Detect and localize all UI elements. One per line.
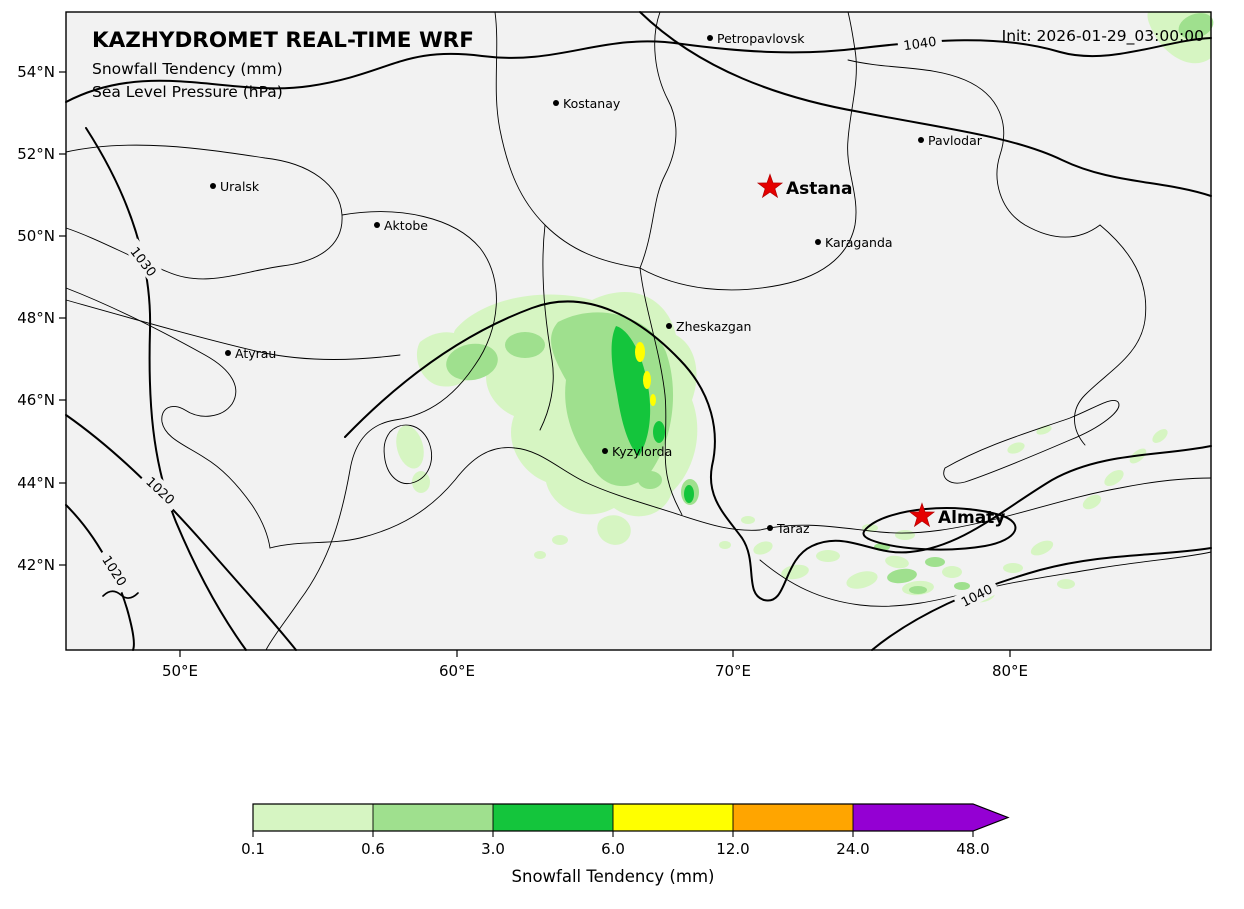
colorbar-tick-label: 48.0	[956, 840, 989, 858]
city-label-kyzylorda: Kyzylorda	[612, 444, 672, 459]
x-tick-label: 80°E	[992, 662, 1028, 680]
city-label-aktobe: Aktobe	[384, 218, 428, 233]
colorbar-tick-label: 12.0	[716, 840, 749, 858]
y-tick-label: 48°N	[17, 309, 55, 327]
contour-1020-inner	[65, 504, 135, 651]
city-markers: Petropavlovsk Kostanay Pavlodar Uralsk A…	[210, 31, 983, 536]
colorbar-arrow	[973, 804, 1008, 831]
city-label-uralsk: Uralsk	[220, 179, 260, 194]
y-tick-label: 52°N	[17, 145, 55, 163]
colorbar-seg-5	[733, 804, 853, 831]
isobar-label-bg	[952, 577, 1000, 613]
city-dot-karaganda	[815, 239, 821, 245]
subtitle-snowfall: Snowfall Tendency (mm)	[92, 60, 283, 78]
city-dot-uralsk	[210, 183, 216, 189]
subtitle-pressure: Sea Level Pressure (hPa)	[92, 83, 283, 101]
colorbar-seg-2	[373, 804, 493, 831]
x-axis	[179, 650, 1011, 657]
city-label-taraz: Taraz	[776, 521, 810, 536]
contour-1030-west	[85, 127, 247, 651]
colorbar-seg-4	[613, 804, 733, 831]
colorbar-tick-label: 3.0	[481, 840, 505, 858]
city-dot-pavlodar	[918, 137, 924, 143]
city-label-petropavlovsk: Petropavlovsk	[717, 31, 805, 46]
city-dot-aktobe	[374, 222, 380, 228]
snowfall-extreme-layer	[635, 342, 656, 406]
contour-1040-north	[65, 37, 1212, 103]
pressure-contours	[65, 11, 1212, 651]
colorbar-seg-1	[253, 804, 373, 831]
isobar-label-bg	[123, 238, 165, 284]
y-tick-label: 46°N	[17, 391, 55, 409]
y-tick-label: 42°N	[17, 556, 55, 574]
y-tick-label: 54°N	[17, 63, 55, 81]
contour-northeast	[639, 11, 1212, 197]
colorbar-title: Snowfall Tendency (mm)	[512, 867, 715, 886]
city-dot-atyrau	[225, 350, 231, 356]
colorbar-tick-label: 0.1	[241, 840, 265, 858]
star-icon-astana	[756, 173, 784, 199]
colorbar-tick-label: 0.6	[361, 840, 385, 858]
isobar-label-1040-north: 1040	[903, 35, 938, 54]
isobar-label-bg	[896, 31, 943, 54]
x-tick-label: 50°E	[162, 662, 198, 680]
city-label-atyrau: Atyrau	[235, 346, 276, 361]
colorbar: 0.1 0.6 3.0 6.0 12.0 24.0 48.0 Snowfall …	[241, 803, 1010, 886]
colorbar-tick-label: 6.0	[601, 840, 625, 858]
city-dot-kostanay	[553, 100, 559, 106]
region-borders	[65, 11, 1212, 651]
x-axis-labels: 50°E 60°E 70°E 80°E	[162, 662, 1028, 680]
y-axis-labels: 54°N 52°N 50°N 48°N 46°N 44°N 42°N	[17, 63, 55, 574]
capital-label-astana: Astana	[786, 179, 852, 199]
isobar-label-bg	[139, 468, 183, 512]
init-timestamp: Init: 2026-01-29_03:00:00	[1002, 27, 1204, 46]
page-title: KAZHYDROMET REAL-TIME WRF	[92, 28, 474, 53]
colorbar-dividers	[372, 804, 854, 831]
capital-label-almaty: Almaty	[938, 508, 1005, 528]
colorbar-tick-label: 24.0	[836, 840, 869, 858]
city-label-zheskazgan: Zheskazgan	[676, 319, 751, 334]
map-frame	[65, 11, 1212, 651]
city-dot-zheskazgan	[666, 323, 672, 329]
x-tick-label: 60°E	[439, 662, 475, 680]
contour-central	[344, 300, 1212, 602]
y-tick-label: 50°N	[17, 227, 55, 245]
city-label-karaganda: Karaganda	[825, 235, 893, 250]
colorbar-seg-6	[853, 804, 973, 831]
star-icon-almaty	[908, 502, 936, 528]
city-label-pavlodar: Pavlodar	[928, 133, 983, 148]
contour-1020-outer	[65, 414, 297, 651]
city-label-kostanay: Kostanay	[563, 96, 621, 111]
contour-1040-southeast	[871, 547, 1212, 651]
colorbar-ticks	[252, 831, 974, 837]
x-tick-label: 70°E	[715, 662, 751, 680]
y-axis	[59, 71, 66, 566]
colorbar-seg-3	[493, 804, 613, 831]
city-dot-taraz	[767, 525, 773, 531]
city-dot-kyzylorda	[602, 448, 608, 454]
y-tick-label: 44°N	[17, 474, 55, 492]
contour-squiggle	[102, 590, 139, 599]
capital-markers: Astana Almaty	[756, 173, 1005, 528]
contour-almaty-oval	[862, 507, 1017, 551]
isobar-label-bg	[96, 547, 135, 594]
city-dot-petropavlovsk	[707, 35, 713, 41]
